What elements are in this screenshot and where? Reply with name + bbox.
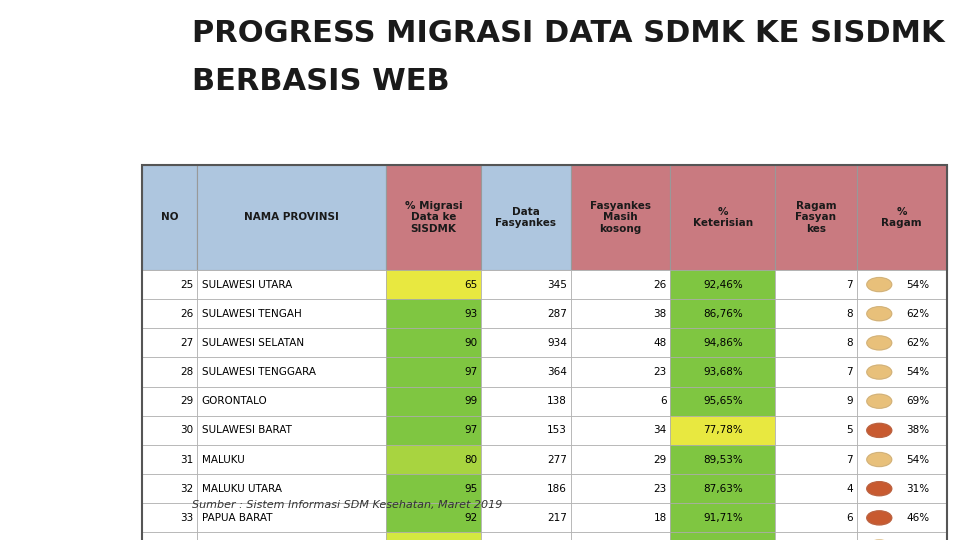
Text: 4: 4 [847,484,853,494]
Text: SULAWESI BARAT: SULAWESI BARAT [202,426,292,435]
Text: 7: 7 [847,367,853,377]
Text: 138: 138 [547,396,567,406]
Text: 9: 9 [847,396,853,406]
Text: SULAWESI UTARA: SULAWESI UTARA [202,280,292,289]
Text: 77,78%: 77,78% [703,426,743,435]
Text: 153: 153 [547,426,567,435]
Text: 23: 23 [654,367,666,377]
Text: 97: 97 [464,426,477,435]
Text: 934: 934 [547,338,567,348]
Text: 87,63%: 87,63% [703,484,743,494]
Text: 31: 31 [180,455,193,464]
Text: 46%: 46% [906,513,929,523]
Text: 18: 18 [654,513,666,523]
Text: BERBASIS WEB: BERBASIS WEB [192,68,449,97]
Text: 287: 287 [547,309,567,319]
Text: MALUKU UTARA: MALUKU UTARA [202,484,281,494]
Text: 29: 29 [180,396,193,406]
Text: 34: 34 [654,426,666,435]
Text: 28: 28 [180,367,193,377]
Text: 26: 26 [180,309,193,319]
Text: 62%: 62% [906,338,929,348]
Text: 6: 6 [660,396,666,406]
Text: 38%: 38% [906,426,929,435]
Text: 54%: 54% [906,367,929,377]
Text: 186: 186 [547,484,567,494]
Text: 31%: 31% [906,484,929,494]
Text: 92,46%: 92,46% [703,280,743,289]
Text: 93,68%: 93,68% [703,367,743,377]
Text: 29: 29 [654,455,666,464]
Text: SULAWESI SELATAN: SULAWESI SELATAN [202,338,303,348]
Text: 8: 8 [847,338,853,348]
Text: 30: 30 [180,426,193,435]
Text: 92: 92 [464,513,477,523]
Text: 7: 7 [847,280,853,289]
Text: 33: 33 [180,513,193,523]
Text: Sumber : Sistem Informasi SDM Kesehatan, Maret 2019: Sumber : Sistem Informasi SDM Kesehatan,… [192,500,502,510]
Text: %
Ragam: % Ragam [881,206,922,228]
Text: 86,76%: 86,76% [703,309,743,319]
Text: Fasyankes
Masih
kosong: Fasyankes Masih kosong [590,201,651,234]
Text: SULAWESI TENGGARA: SULAWESI TENGGARA [202,367,316,377]
Text: NO: NO [160,212,179,222]
Text: 48: 48 [654,338,666,348]
Text: 69%: 69% [906,396,929,406]
Text: PAPUA BARAT: PAPUA BARAT [202,513,273,523]
Text: 54%: 54% [906,455,929,464]
Text: 97: 97 [464,367,477,377]
Text: 32: 32 [180,484,193,494]
Text: 95,65%: 95,65% [703,396,743,406]
Text: 277: 277 [547,455,567,464]
Text: 80: 80 [464,455,477,464]
Text: 65: 65 [464,280,477,289]
Text: MALUKU: MALUKU [202,455,245,464]
Text: %
Keterisian: % Keterisian [693,206,753,228]
Text: 90: 90 [464,338,477,348]
Text: 93: 93 [464,309,477,319]
Text: GORONTALO: GORONTALO [202,396,268,406]
Text: 364: 364 [547,367,567,377]
Text: 6: 6 [847,513,853,523]
Text: 94,86%: 94,86% [703,338,743,348]
Text: 23: 23 [654,484,666,494]
Text: 217: 217 [547,513,567,523]
Text: 38: 38 [654,309,666,319]
Text: 54%: 54% [906,280,929,289]
Text: NAMA PROVINSI: NAMA PROVINSI [244,212,339,222]
Text: 345: 345 [547,280,567,289]
Text: 27: 27 [180,338,193,348]
Text: Ragam
Fasyan
kes: Ragam Fasyan kes [796,201,836,234]
Text: 7: 7 [847,455,853,464]
Text: 62%: 62% [906,309,929,319]
Text: % Migrasi
Data ke
SISDMK: % Migrasi Data ke SISDMK [405,201,463,234]
Text: 91,71%: 91,71% [703,513,743,523]
Text: 89,53%: 89,53% [703,455,743,464]
Text: SULAWESI TENGAH: SULAWESI TENGAH [202,309,301,319]
Text: 99: 99 [464,396,477,406]
Text: 5: 5 [847,426,853,435]
Text: 26: 26 [654,280,666,289]
Text: Data
Fasyankes: Data Fasyankes [495,206,557,228]
Text: 25: 25 [180,280,193,289]
Text: 95: 95 [464,484,477,494]
Text: PROGRESS MIGRASI DATA SDMK KE SISDMK: PROGRESS MIGRASI DATA SDMK KE SISDMK [192,19,945,48]
Text: 8: 8 [847,309,853,319]
